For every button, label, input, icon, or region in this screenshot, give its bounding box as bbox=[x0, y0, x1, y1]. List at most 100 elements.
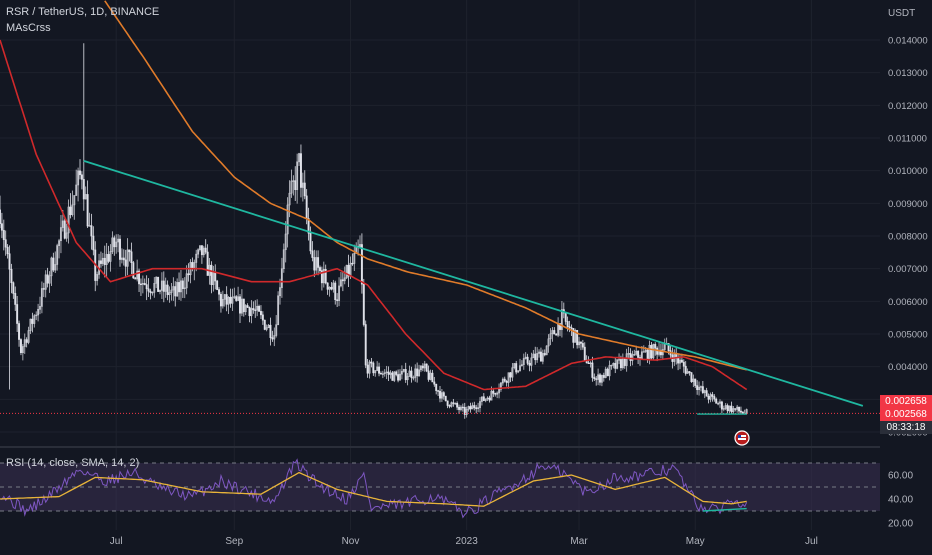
candle-body bbox=[496, 392, 499, 395]
candle-body bbox=[101, 257, 104, 264]
candle-body bbox=[589, 362, 592, 364]
candle-body bbox=[96, 274, 99, 281]
candle-body bbox=[454, 402, 457, 405]
candle-body bbox=[282, 249, 285, 270]
rsi-legend[interactable]: RSI (14, close, SMA, 14, 2) bbox=[6, 457, 139, 469]
candle-body bbox=[185, 273, 188, 289]
candle-body bbox=[414, 368, 417, 378]
y-tick-label: 0.011000 bbox=[888, 134, 927, 145]
candle-body bbox=[52, 257, 55, 271]
candle-body bbox=[719, 401, 721, 404]
candle-body bbox=[581, 343, 584, 348]
candle-body bbox=[618, 359, 621, 361]
candle-body bbox=[412, 377, 415, 379]
candle-body bbox=[576, 330, 579, 346]
candle-body bbox=[8, 253, 11, 270]
candle-body bbox=[724, 405, 727, 409]
candle-body bbox=[372, 362, 375, 374]
rsi-layer bbox=[0, 458, 748, 519]
resistance-trendline bbox=[83, 160, 864, 407]
candle-body bbox=[351, 262, 354, 265]
candle-body bbox=[136, 270, 139, 280]
candle-body bbox=[320, 270, 323, 284]
candle-body bbox=[237, 296, 240, 301]
candle-body bbox=[216, 280, 219, 290]
candle-body bbox=[103, 257, 106, 265]
candle-body bbox=[488, 397, 491, 401]
candle-body bbox=[42, 288, 45, 290]
candle-body bbox=[252, 308, 255, 311]
candle-body bbox=[517, 370, 520, 373]
candle-body bbox=[181, 280, 184, 290]
candle-body bbox=[242, 298, 245, 313]
candle-body bbox=[614, 363, 617, 369]
candle-body bbox=[511, 367, 514, 378]
candle-body bbox=[231, 296, 234, 304]
candle-body bbox=[235, 296, 238, 301]
y-tick-label: 0.008000 bbox=[888, 232, 928, 243]
candle-body bbox=[690, 372, 693, 383]
candle-body bbox=[482, 396, 485, 401]
candle-body bbox=[336, 299, 339, 301]
candle-body bbox=[379, 373, 382, 375]
candle-body bbox=[376, 366, 379, 371]
candle-body bbox=[105, 254, 108, 265]
candle-body bbox=[90, 225, 93, 237]
candle-body bbox=[574, 330, 577, 343]
y-tick-label: 0.005000 bbox=[888, 330, 928, 341]
flag-icon[interactable] bbox=[734, 430, 750, 446]
candle-body bbox=[218, 289, 221, 295]
candle-body bbox=[568, 326, 571, 328]
candle-body bbox=[520, 364, 523, 367]
candle-body bbox=[633, 353, 636, 356]
candle-body bbox=[600, 375, 603, 383]
candle-body bbox=[153, 283, 156, 293]
candle-body bbox=[117, 238, 120, 243]
candle-body bbox=[126, 249, 129, 267]
candle-body bbox=[404, 369, 407, 381]
symbol-legend[interactable]: RSR / TetherUS, 1D, BINANCE bbox=[6, 6, 159, 18]
candle-body bbox=[210, 264, 213, 286]
y-tick-label: 0.012000 bbox=[888, 101, 928, 112]
candle-body bbox=[338, 285, 341, 301]
currency-label: USDT bbox=[888, 8, 916, 19]
candle-body bbox=[143, 283, 146, 285]
candle-body bbox=[431, 372, 434, 383]
candle-body bbox=[532, 353, 535, 359]
candle-body bbox=[221, 299, 224, 307]
candle-body bbox=[261, 314, 264, 321]
candle-body bbox=[195, 253, 198, 263]
candle-body bbox=[155, 276, 158, 284]
candle-body bbox=[378, 366, 381, 374]
candle-body bbox=[686, 371, 689, 374]
x-tick-label: Jul bbox=[805, 536, 818, 547]
candle-body bbox=[138, 270, 141, 285]
candle-body bbox=[450, 402, 453, 407]
candle-body bbox=[682, 361, 685, 367]
candle-body bbox=[595, 378, 598, 380]
candle-body bbox=[258, 305, 261, 312]
candle-body bbox=[58, 240, 61, 246]
candle-body bbox=[612, 363, 615, 366]
candle-body bbox=[183, 287, 186, 290]
candle-body bbox=[646, 349, 649, 360]
candle-body bbox=[80, 174, 83, 180]
candle-body bbox=[477, 407, 480, 410]
candle-body bbox=[564, 312, 567, 322]
candle-body bbox=[650, 344, 653, 359]
candle-body bbox=[134, 277, 137, 280]
candle-body bbox=[332, 282, 335, 290]
candle-body bbox=[339, 279, 342, 287]
indicator-legend[interactable]: MAsCrss bbox=[6, 22, 51, 34]
candle-body bbox=[701, 386, 704, 393]
y-tick-label: 0.014000 bbox=[888, 36, 928, 47]
candle-body bbox=[162, 280, 165, 292]
panel-separator[interactable] bbox=[0, 446, 880, 448]
candle-body bbox=[164, 284, 167, 292]
rsi-tick-label: 20.00 bbox=[888, 519, 913, 530]
candle-body bbox=[745, 409, 748, 414]
candle-body bbox=[84, 194, 87, 200]
candle-body bbox=[71, 204, 74, 216]
candle-body bbox=[406, 376, 409, 381]
